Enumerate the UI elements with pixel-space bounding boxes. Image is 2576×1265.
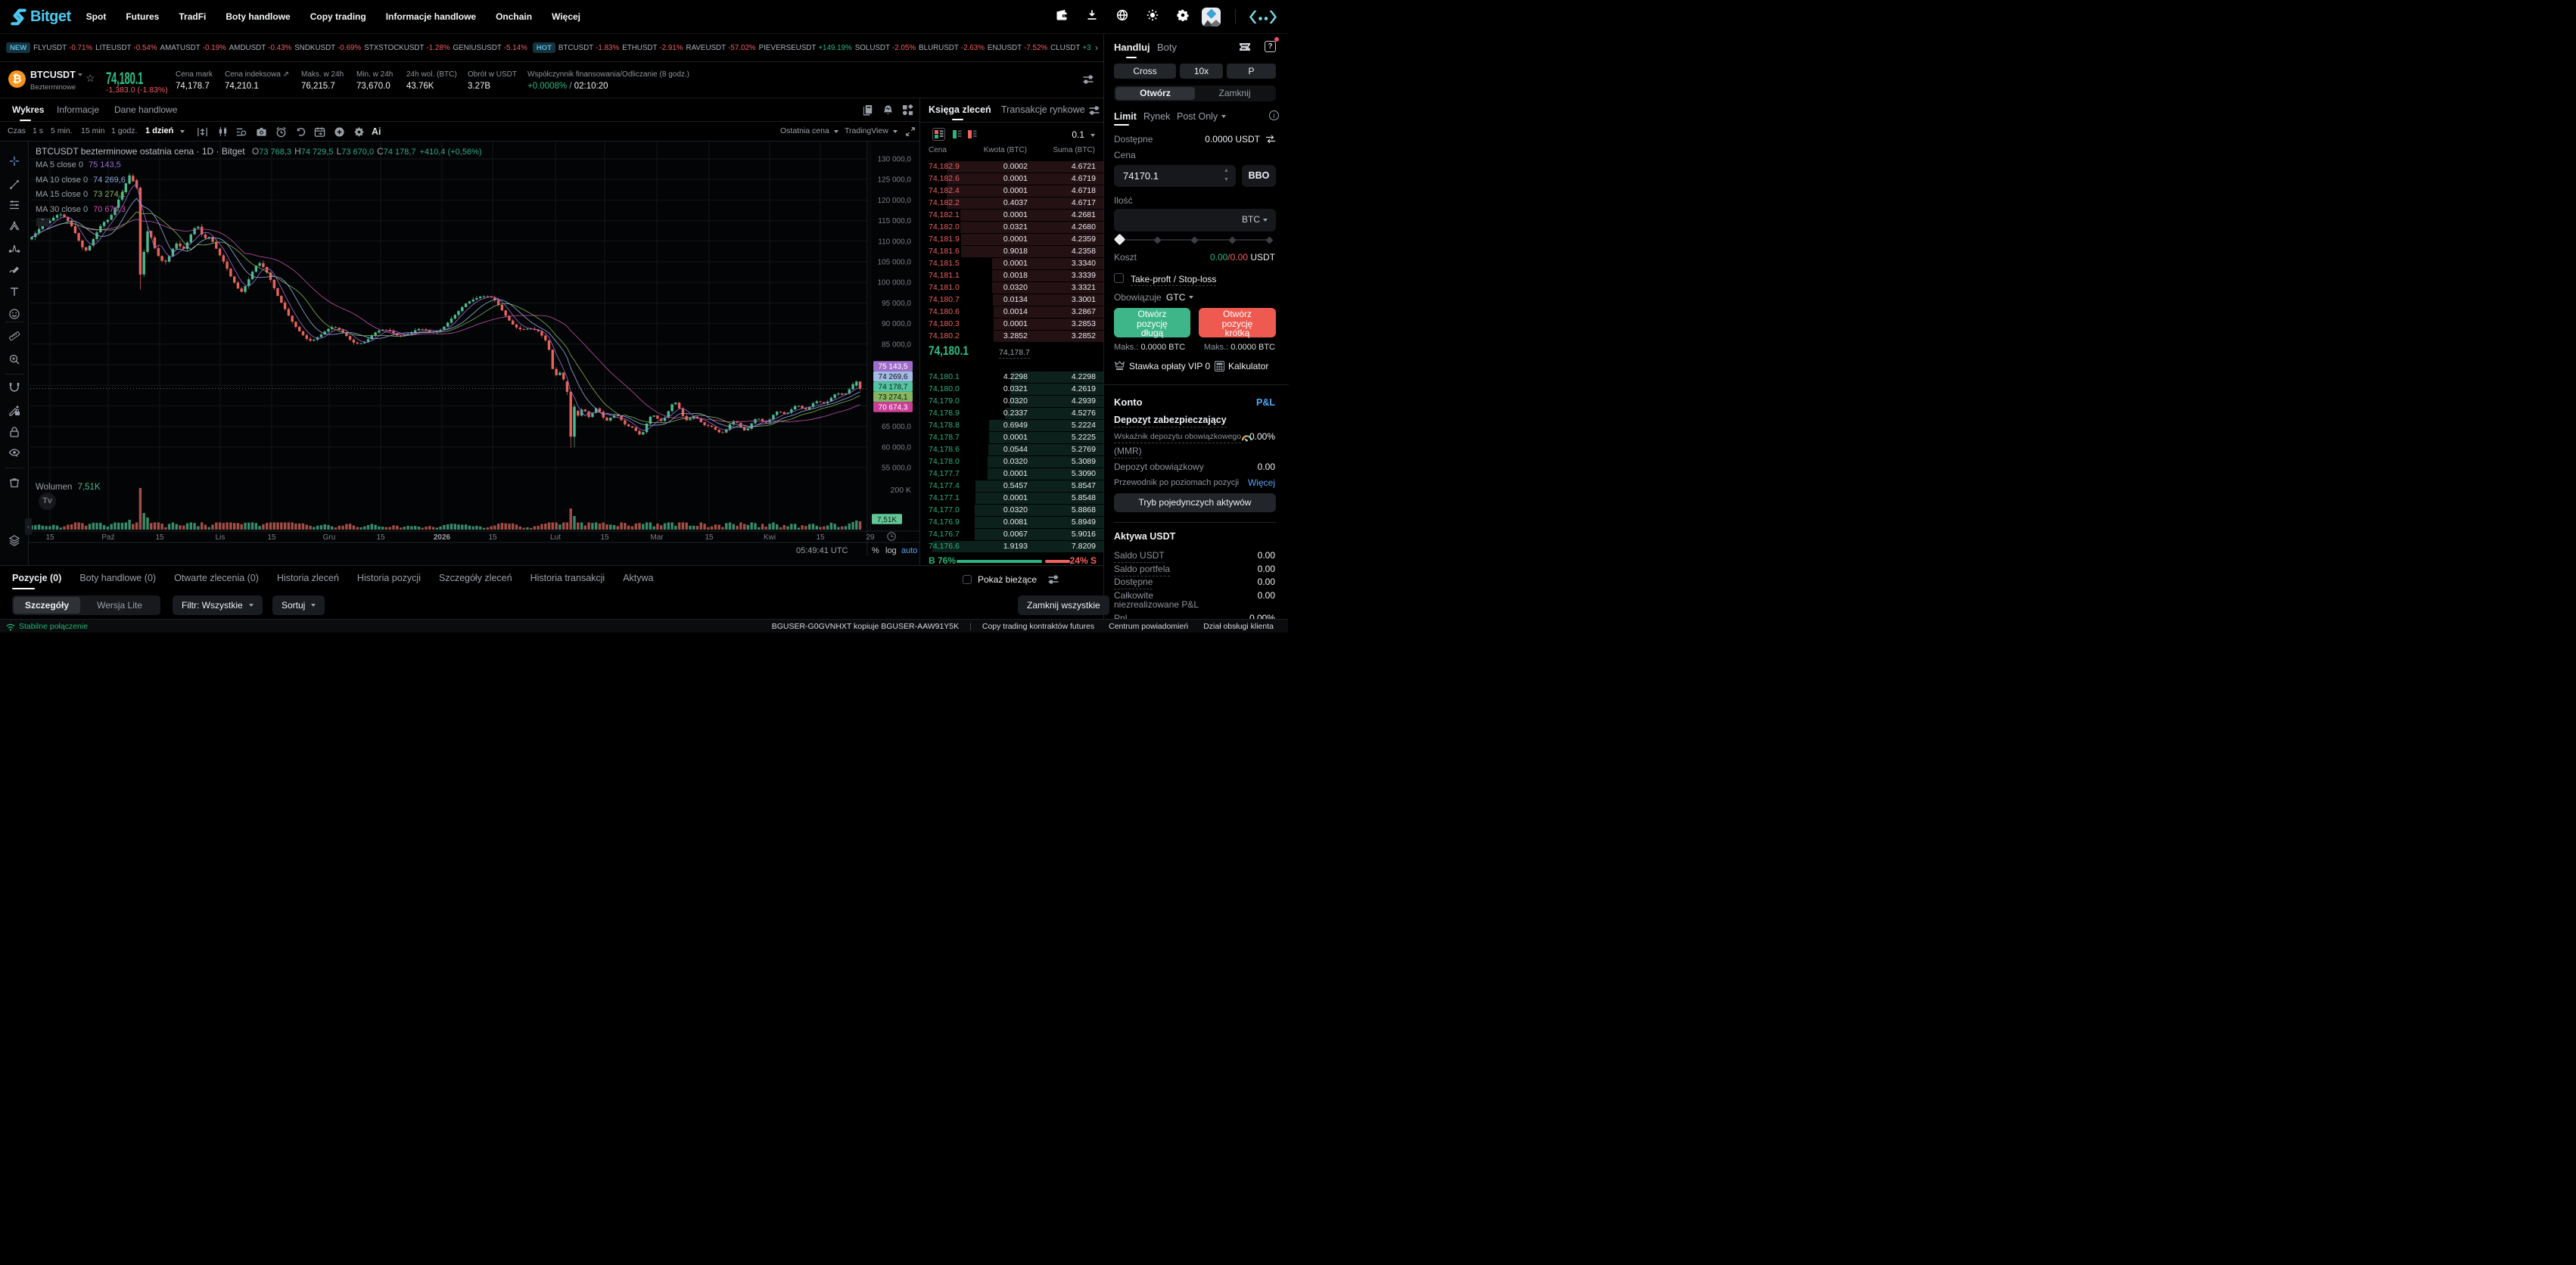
svg-text:60 000,0: 60 000,0 [882, 443, 911, 452]
svg-text:55 000,0: 55 000,0 [882, 465, 911, 473]
svg-text:Kwi: Kwi [764, 533, 776, 542]
svg-text:15: 15 [488, 533, 497, 542]
svg-text:125 000,0: 125 000,0 [878, 176, 912, 185]
svg-text:70 674,3: 70 674,3 [879, 404, 908, 412]
svg-text:15: 15 [267, 533, 276, 542]
svg-text:74 178,7: 74 178,7 [879, 384, 908, 392]
svg-text:65 000,0: 65 000,0 [882, 423, 911, 431]
svg-text:Gru: Gru [323, 533, 336, 542]
svg-text:73 274,1: 73 274,1 [879, 393, 908, 402]
svg-text:Lis: Lis [216, 533, 226, 542]
svg-text:110 000,0: 110 000,0 [878, 238, 911, 246]
svg-text:15: 15 [705, 533, 714, 542]
svg-text:Paź: Paź [101, 533, 114, 542]
svg-text:75 143,5: 75 143,5 [879, 363, 908, 371]
svg-text:120 000,0: 120 000,0 [878, 197, 912, 205]
svg-text:Mar: Mar [650, 533, 664, 542]
svg-text:74 269,6: 74 269,6 [879, 373, 908, 381]
svg-text:7,51K: 7,51K [877, 516, 897, 524]
svg-text:15: 15 [816, 533, 825, 542]
svg-text:Lut: Lut [550, 533, 561, 542]
svg-text:100 000,0: 100 000,0 [878, 279, 912, 288]
svg-text:29: 29 [866, 533, 875, 542]
svg-text:15: 15 [155, 533, 164, 542]
svg-text:130 000,0: 130 000,0 [878, 156, 912, 164]
svg-text:15: 15 [45, 533, 54, 542]
svg-text:85 000,0: 85 000,0 [882, 340, 911, 349]
svg-text:115 000,0: 115 000,0 [878, 217, 911, 225]
svg-text:105 000,0: 105 000,0 [878, 259, 912, 267]
svg-text:2026: 2026 [434, 533, 451, 542]
svg-text:15: 15 [600, 533, 609, 542]
svg-text:90 000,0: 90 000,0 [882, 320, 911, 328]
svg-text:15: 15 [376, 533, 385, 542]
svg-text:200 K: 200 K [891, 486, 911, 495]
svg-text:95 000,0: 95 000,0 [882, 300, 911, 308]
